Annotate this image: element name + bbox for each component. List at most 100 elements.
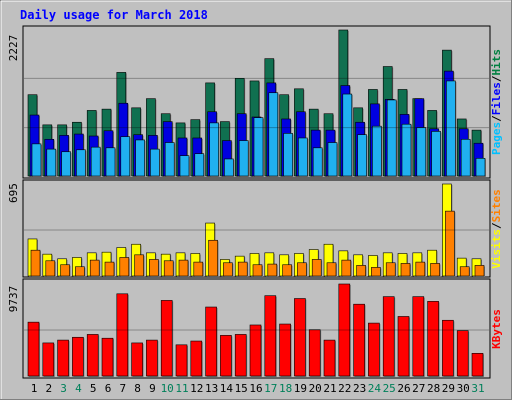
bar-pages-day-12: [194, 153, 205, 177]
legend-separator: /: [490, 75, 503, 82]
bar-pages-day-3: [61, 151, 71, 177]
bar-sites-day-17: [267, 263, 278, 277]
x-label-day-19: 19: [294, 382, 307, 395]
bar-sites-day-29: [445, 210, 455, 277]
panel-2-legend: Visits/Sites: [490, 189, 503, 269]
bar-pages-day-1: [31, 143, 42, 177]
x-label-day-14: 14: [220, 382, 234, 395]
bar-sites-day-3: [60, 264, 70, 277]
x-label-day-23: 23: [353, 382, 366, 395]
x-label-day-5: 5: [90, 382, 97, 395]
panel-kbytes: 9737 KBytes: [7, 278, 503, 379]
bar-pages-day-10: [164, 142, 175, 177]
x-axis-day-labels: 1 2 3 4 5 6 7 8 9 10 11 12 13 14 15 16 17 18 19 20 21 22 23 24 2…: [31, 382, 485, 395]
x-label-day-29: 29: [442, 382, 455, 395]
bar-pages-day-19: [298, 137, 308, 177]
bar-pages-day-11: [179, 155, 190, 177]
bar-pages-day-27: [416, 127, 427, 177]
bar-sites-day-7: [119, 257, 130, 277]
bar-kbytes-day-11: [175, 344, 188, 377]
x-label-day-3: 3: [60, 382, 67, 395]
bar-sites-day-30: [459, 266, 470, 277]
bar-sites-day-2: [45, 260, 56, 277]
bar-pages-day-7: [120, 136, 131, 177]
legend-panel-1: Pages/Files/Hits: [490, 49, 503, 155]
bar-sites-day-12: [193, 261, 204, 277]
bar-kbytes-day-30: [456, 330, 469, 377]
x-label-day-12: 12: [190, 382, 203, 395]
bar-pages-day-6: [105, 147, 116, 177]
bar-kbytes-day-12: [190, 340, 203, 377]
bar-sites-day-13: [208, 239, 218, 277]
bar-sites-day-4: [75, 266, 85, 277]
bar-pages-day-15: [238, 140, 249, 177]
bar-pages-day-5: [90, 146, 101, 177]
x-label-day-2: 2: [45, 382, 52, 395]
bar-sites-day-5: [89, 259, 100, 277]
x-label-day-7: 7: [119, 382, 126, 395]
bar-sites-day-26: [400, 263, 411, 277]
bar-sites-day-22: [341, 259, 352, 277]
x-label-day-6: 6: [105, 382, 112, 395]
bar-kbytes-day-29: [442, 319, 454, 377]
bar-sites-day-18: [282, 264, 292, 277]
legend-panel-2: Visits/Sites: [490, 189, 503, 269]
bar-sites-day-1: [30, 249, 41, 277]
bar-kbytes-day-26: [397, 316, 410, 377]
bar-pages-day-23: [357, 134, 367, 177]
bar-kbytes-day-19: [294, 298, 306, 377]
bar-pages-day-28: [431, 131, 441, 177]
x-label-day-28: 28: [427, 382, 440, 395]
panel-1-max-label: 2227: [7, 35, 20, 62]
bar-pages-day-14: [224, 158, 234, 177]
x-label-day-15: 15: [235, 382, 248, 395]
bar-sites-day-8: [134, 254, 144, 277]
x-label-day-30: 30: [457, 382, 470, 395]
panel-2-bars: [27, 183, 485, 277]
x-label-day-10: 10: [161, 382, 174, 395]
bar-pages-day-21: [327, 142, 338, 177]
bar-kbytes-day-27: [412, 296, 425, 377]
bar-sites-day-23: [356, 265, 366, 277]
legend-separator: /: [490, 115, 503, 122]
bar-kbytes-day-9: [146, 339, 158, 377]
x-label-day-9: 9: [149, 382, 156, 395]
bar-sites-day-11: [178, 259, 189, 277]
bar-sites-day-20: [311, 259, 322, 277]
bar-kbytes-day-6: [101, 337, 114, 377]
bar-kbytes-day-7: [116, 293, 129, 377]
panel-1-legend: Pages/Files/Hits: [490, 49, 503, 155]
legend-sites: Sites: [490, 189, 503, 222]
chart-title: Daily usage for March 2018: [20, 8, 208, 22]
bar-pages-day-13: [209, 122, 219, 177]
legend-pages: Pages: [490, 122, 503, 155]
bar-kbytes-day-21: [323, 339, 336, 377]
bar-pages-day-25: [386, 99, 397, 177]
legend-kbytes: KBytes: [490, 309, 503, 349]
legend-hits: Hits: [490, 49, 503, 76]
bar-kbytes-day-1: [27, 321, 40, 377]
legend-visits: Visits: [490, 229, 503, 269]
x-label-day-31: 31: [471, 382, 484, 395]
bar-kbytes-day-25: [382, 296, 395, 377]
bar-kbytes-day-14: [220, 335, 232, 377]
panel-2-max-label: 695: [7, 183, 20, 203]
bar-pages-day-18: [283, 133, 293, 177]
panel-pages-files-hits: 2227 Pages/Files/Hits: [7, 25, 503, 179]
x-label-day-22: 22: [338, 382, 351, 395]
x-label-day-1: 1: [31, 382, 38, 395]
bar-kbytes-day-23: [353, 303, 365, 377]
bar-kbytes-day-8: [131, 342, 143, 377]
panel-3-bars: [27, 283, 484, 377]
x-label-day-25: 25: [383, 382, 396, 395]
x-label-day-4: 4: [75, 382, 82, 395]
bar-sites-day-15: [237, 261, 248, 277]
bar-sites-day-24: [371, 267, 381, 277]
bar-sites-day-19: [297, 262, 307, 277]
bar-sites-day-27: [415, 261, 426, 277]
bar-kbytes-day-24: [368, 322, 380, 377]
x-label-day-11: 11: [175, 382, 188, 395]
legend-panel-3: KBytes: [490, 309, 503, 349]
